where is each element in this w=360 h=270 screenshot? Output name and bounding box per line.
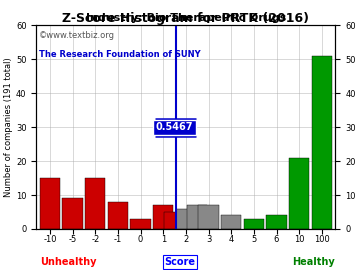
Bar	[176, 209, 196, 229]
Text: ©www.textbiz.org: ©www.textbiz.org	[39, 31, 115, 40]
Text: Industry: Bio Therapeutic Drugs: Industry: Bio Therapeutic Drugs	[86, 13, 286, 23]
Text: The Research Foundation of SUNY: The Research Foundation of SUNY	[39, 50, 201, 59]
Title: Z-Score Histogram for PRTK (2016): Z-Score Histogram for PRTK (2016)	[62, 12, 309, 25]
Bar	[187, 205, 207, 229]
Bar	[108, 202, 128, 229]
Bar	[244, 219, 264, 229]
Bar	[266, 215, 287, 229]
Bar	[198, 205, 219, 229]
Y-axis label: Number of companies (191 total): Number of companies (191 total)	[4, 57, 13, 197]
Bar	[40, 178, 60, 229]
Text: 0.5467: 0.5467	[156, 122, 193, 132]
Bar	[312, 56, 332, 229]
Text: Healthy: Healthy	[292, 257, 334, 267]
Bar	[153, 205, 174, 229]
Bar	[221, 215, 242, 229]
Bar	[62, 198, 83, 229]
Bar	[130, 219, 151, 229]
Bar	[165, 212, 185, 229]
Text: Score: Score	[165, 257, 195, 267]
Text: Unhealthy: Unhealthy	[40, 257, 96, 267]
Bar	[289, 158, 309, 229]
Bar	[85, 178, 105, 229]
